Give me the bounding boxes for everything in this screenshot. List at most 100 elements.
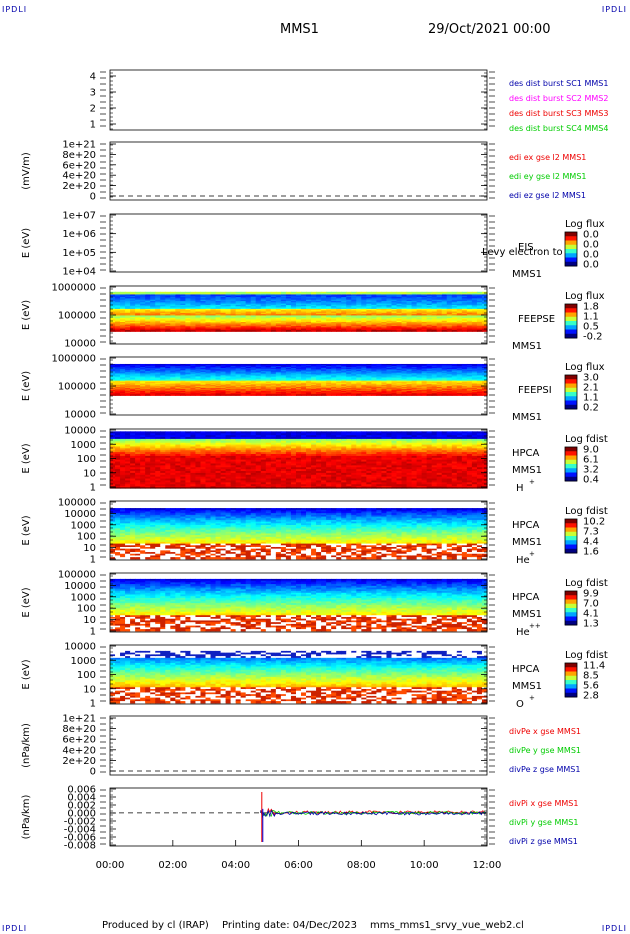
species-label: O xyxy=(516,699,524,710)
series-label: divPe y gse MMS1 xyxy=(509,746,581,755)
colorbar-tick: 0.0 xyxy=(583,230,599,241)
spacecraft-label: MMS1 xyxy=(512,609,542,620)
instrument-label: EIS xyxy=(518,242,534,253)
ytick-label: -0.006 xyxy=(64,833,96,844)
ytick-label: 0.006 xyxy=(67,785,96,796)
panel-frame xyxy=(109,141,488,201)
colorbar-title: Log flux xyxy=(565,362,605,373)
instrument-label: HPCA xyxy=(512,448,540,459)
instrument-label: FEEPSE xyxy=(518,314,555,325)
ytick-label: 4e+20 xyxy=(62,745,96,756)
yaxis-label: E (eV) xyxy=(21,371,32,401)
ytick-label: 0 xyxy=(90,192,96,203)
panel-3: 1e+04 1e+05 1e+06 1e+07 E (eV) EIS MMS1 Levy el… xyxy=(21,211,605,281)
panel-frame xyxy=(109,500,488,561)
ytick-label: 8e+20 xyxy=(62,724,96,735)
colorbar-tick: 10.2 xyxy=(583,517,605,528)
corner-label-bottom-right: IPDLI xyxy=(601,924,627,933)
series-label: edi ex gse l2 MMS1 xyxy=(509,153,586,162)
colorbar-tick: 0.0 xyxy=(583,240,599,251)
panel-frame xyxy=(109,787,488,847)
yaxis-label: E (eV) xyxy=(21,443,32,473)
colorbar-tick: 3.0 xyxy=(583,373,599,384)
ytick-label: 100 xyxy=(77,454,96,465)
ytick-label: 6e+20 xyxy=(62,160,96,171)
ytick-label: 4e+20 xyxy=(62,171,96,182)
ytick-label: 1000000 xyxy=(51,283,96,294)
ytick-label: 1000 xyxy=(71,592,96,603)
yaxis-label: (mV/m) xyxy=(21,152,32,190)
instrument-label: HPCA xyxy=(512,520,540,531)
yaxis-label: E (eV) xyxy=(21,515,32,545)
series-label: divPi y gse MMS1 xyxy=(509,818,578,827)
panel-5: 10000 100000 1000000 E (eV) FEEPSI MMS1 Log fl… xyxy=(21,354,605,424)
species-charge: + xyxy=(529,694,535,702)
colorbar-tick: 0.0 xyxy=(583,260,599,271)
yaxis-label: (nPa/km) xyxy=(21,723,32,768)
footer-printing-date: Printing date: 04/Dec/2023 xyxy=(222,920,358,931)
spacecraft-label: MMS1 xyxy=(512,537,542,548)
ytick-label: 1 xyxy=(90,483,96,494)
panel-frame xyxy=(109,69,488,131)
colorbar-title: Log flux xyxy=(565,219,605,230)
xtick-label: 02:00 xyxy=(158,860,187,871)
xtick-label: 10:00 xyxy=(410,860,439,871)
colorbar-tick: 9.0 xyxy=(583,445,599,456)
panel-frame xyxy=(109,213,488,273)
ytick-label: 100000 xyxy=(58,382,96,393)
spacecraft-label: MMS1 xyxy=(512,412,542,423)
spacecraft-label: MMS1 xyxy=(512,269,542,280)
ytick-label: 1e+07 xyxy=(62,211,96,222)
series-label: divPi z gse MMS1 xyxy=(509,837,578,846)
colorbar-tick: 4.4 xyxy=(583,537,599,548)
colorbar-title: Log fdist xyxy=(565,506,608,517)
colorbar xyxy=(564,374,578,410)
panel-11: -0.008-0.006-0.004-0.0020.0000.0020.0040… xyxy=(21,785,578,852)
xtick-label: 12:00 xyxy=(473,860,502,871)
corner-label-top-right: IPDLI xyxy=(601,5,627,14)
ytick-label: 8e+20 xyxy=(62,150,96,161)
ytick-label: 10 xyxy=(83,615,96,626)
ytick-label: 100000 xyxy=(58,498,96,509)
species-label: He xyxy=(516,555,530,566)
ytick-label: 100 xyxy=(77,670,96,681)
colorbar xyxy=(564,231,578,267)
xtick-label: 08:00 xyxy=(347,860,376,871)
spacecraft-label: MMS1 xyxy=(512,681,542,692)
series-label: des dist burst SC3 MMS3 xyxy=(509,109,608,118)
xtick-label: 04:00 xyxy=(221,860,250,871)
yaxis-label: E (eV) xyxy=(21,659,32,689)
ytick-label: 1000000 xyxy=(51,354,96,365)
ytick-label: 10 xyxy=(83,684,96,695)
colorbar-tick: 7.3 xyxy=(583,527,599,538)
yaxis-label: E (eV) xyxy=(21,587,32,617)
series-label: divPi x gse MMS1 xyxy=(509,799,578,808)
colorbar-tick: 2.8 xyxy=(583,691,599,702)
ytick-label: 1 xyxy=(90,555,96,566)
series-label: edi ez gse l2 MMS1 xyxy=(509,191,586,200)
ytick-label: -0.002 xyxy=(64,817,96,828)
trace-1 xyxy=(260,807,487,816)
panel-frame xyxy=(109,715,488,776)
colorbar-tick: 0.0 xyxy=(583,250,599,261)
species-charge: + xyxy=(529,478,535,486)
panel-6: 1 10 100 1000 10000 E (eV) HPCA MMS1 H + Log fdist… xyxy=(21,426,608,495)
species-charge: + xyxy=(529,550,535,558)
colorbar-tick: 11.4 xyxy=(583,661,605,672)
ytick-label: 1e+21 xyxy=(62,140,96,151)
xtick-label: 00:00 xyxy=(96,860,125,871)
trace-3 xyxy=(260,809,487,818)
ytick-label: 100000 xyxy=(58,570,96,581)
species-label: He xyxy=(516,627,530,638)
ytick-label: 1000 xyxy=(71,656,96,667)
ytick-label: 2e+20 xyxy=(62,756,96,767)
series-label: divPe x gse MMS1 xyxy=(509,727,581,736)
colorbar xyxy=(564,446,578,482)
ytick-label: 6e+20 xyxy=(62,735,96,746)
ytick-label: 0.004 xyxy=(67,793,96,804)
series-label: edi ey gse l2 MMS1 xyxy=(509,172,587,181)
yaxis-label: E (eV) xyxy=(21,300,32,330)
